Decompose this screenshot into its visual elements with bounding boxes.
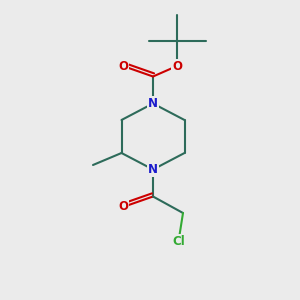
Text: O: O — [118, 59, 128, 73]
Text: Cl: Cl — [172, 235, 185, 248]
Text: O: O — [118, 200, 128, 214]
Text: O: O — [172, 59, 182, 73]
Text: N: N — [148, 97, 158, 110]
Text: N: N — [148, 163, 158, 176]
